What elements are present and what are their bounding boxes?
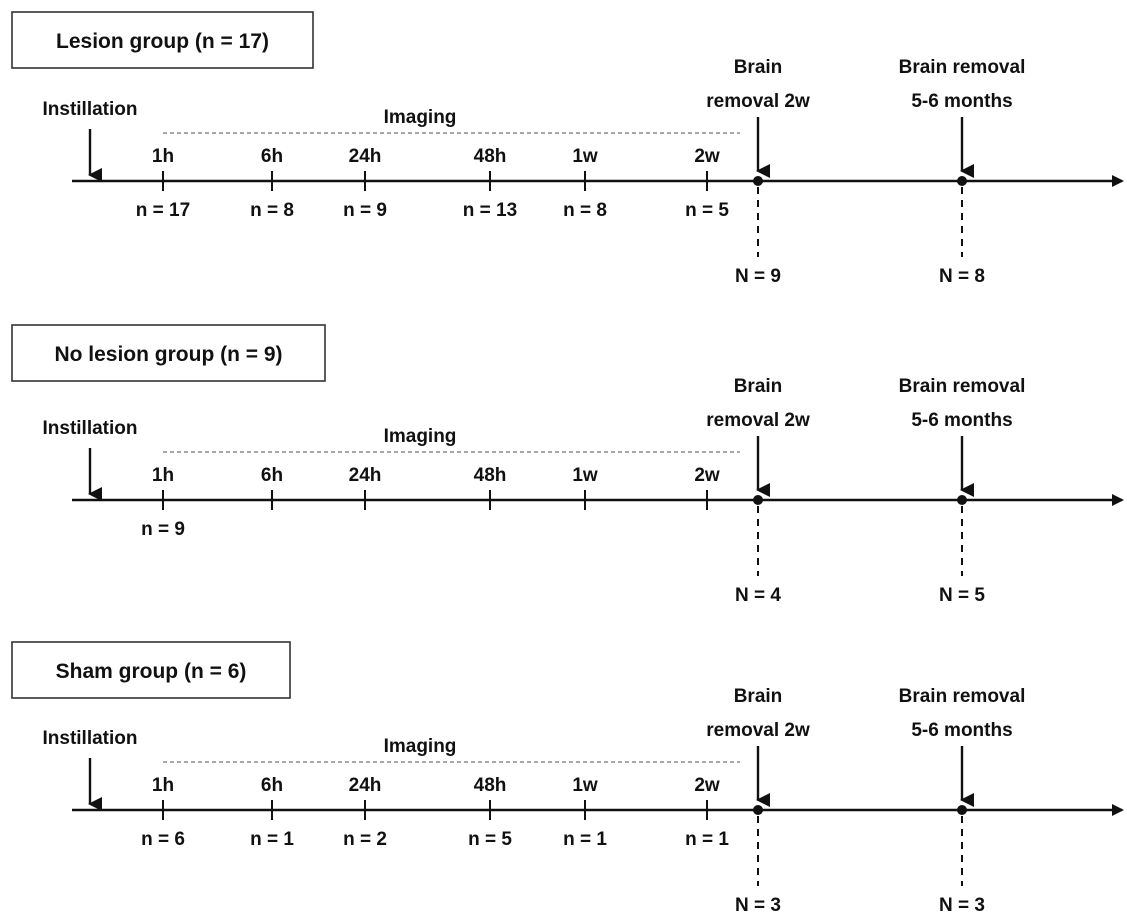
instillation-label: Instillation <box>43 418 138 439</box>
time-point-label: 6h <box>261 146 283 167</box>
time-point-label: 48h <box>474 146 507 167</box>
removal-label-line1: Brain removal <box>899 686 1026 707</box>
imaging-count: n = 8 <box>250 200 294 221</box>
removal-dot <box>957 805 967 815</box>
imaging-count: n = 5 <box>468 829 512 850</box>
imaging-label: Imaging <box>384 426 457 447</box>
imaging-count: n = 8 <box>563 200 607 221</box>
removal-label-line2: 5-6 months <box>911 720 1012 741</box>
removal-label-line1: Brain <box>734 686 783 707</box>
group-title-box <box>11 641 291 699</box>
time-point-label: 48h <box>474 775 507 796</box>
time-point-label: 2w <box>694 465 720 486</box>
imaging-count: n = 1 <box>685 829 729 850</box>
instillation-label: Instillation <box>43 99 138 120</box>
removal-dot <box>957 495 967 505</box>
group-panel-1: No lesion group (n = 9) Instillation Imagi… <box>11 324 1124 606</box>
time-point-label: 24h <box>349 775 382 796</box>
removal-count: N = 3 <box>939 895 985 913</box>
time-point-label: 24h <box>349 465 382 486</box>
time-point-label: 2w <box>694 146 720 167</box>
time-point-label: 48h <box>474 465 507 486</box>
time-point-label: 1w <box>572 465 598 486</box>
time-point-label: 24h <box>349 146 382 167</box>
group-title: Lesion group (n = 17) <box>56 30 269 53</box>
time-point-label: 1w <box>572 775 598 796</box>
removal-dot <box>957 176 967 186</box>
instillation-label: Instillation <box>43 728 138 749</box>
removal-count: N = 8 <box>939 266 985 287</box>
group-title-box <box>11 11 314 69</box>
imaging-count: n = 9 <box>141 519 185 540</box>
time-point-label: 1h <box>152 146 174 167</box>
group-title: Sham group (n = 6) <box>56 660 247 683</box>
removal-dot <box>753 176 763 186</box>
removal-dot <box>753 495 763 505</box>
removal-label-line2: removal 2w <box>706 720 810 741</box>
time-point-label: 6h <box>261 465 283 486</box>
imaging-count: n = 13 <box>463 200 517 221</box>
imaging-count: n = 9 <box>343 200 387 221</box>
imaging-count: n = 5 <box>685 200 729 221</box>
group-panel-2: Sham group (n = 6) Instillation Imaging 1h n… <box>11 641 1124 913</box>
removal-count: N = 9 <box>735 266 781 287</box>
removal-count: N = 5 <box>939 585 985 606</box>
time-point-label: 1w <box>572 146 598 167</box>
imaging-count: n = 6 <box>141 829 185 850</box>
removal-label-line1: Brain <box>734 57 783 78</box>
imaging-count: n = 17 <box>136 200 190 221</box>
time-point-label: 1h <box>152 465 174 486</box>
removal-label-line1: Brain <box>734 376 783 397</box>
imaging-count: n = 2 <box>343 829 387 850</box>
removal-label-line1: Brain removal <box>899 57 1026 78</box>
removal-count: N = 4 <box>735 585 781 606</box>
imaging-label: Imaging <box>384 736 457 757</box>
imaging-label: Imaging <box>384 107 457 128</box>
imaging-count: n = 1 <box>250 829 294 850</box>
removal-dot <box>753 805 763 815</box>
time-point-label: 2w <box>694 775 720 796</box>
removal-label-line1: Brain removal <box>899 376 1026 397</box>
removal-label-line2: 5-6 months <box>911 410 1012 431</box>
removal-label-line2: removal 2w <box>706 91 810 112</box>
group-title-box <box>11 324 326 382</box>
removal-label-line2: 5-6 months <box>911 91 1012 112</box>
group-title: No lesion group (n = 9) <box>54 343 282 366</box>
time-point-label: 6h <box>261 775 283 796</box>
imaging-count: n = 1 <box>563 829 607 850</box>
group-panel-0: Lesion group (n = 17) Instillation Imaging… <box>11 11 1124 287</box>
time-point-label: 1h <box>152 775 174 796</box>
removal-count: N = 3 <box>735 895 781 913</box>
removal-label-line2: removal 2w <box>706 410 810 431</box>
